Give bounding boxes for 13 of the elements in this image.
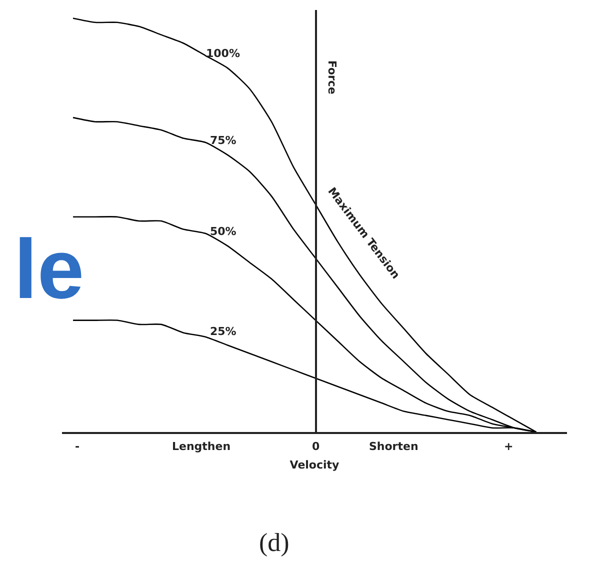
annotation: le (14, 222, 84, 316)
x-axis-title: Velocity (290, 458, 340, 472)
y-axis-title: Force (326, 60, 339, 94)
series-label: 25% (210, 325, 236, 338)
text: 0 (312, 440, 320, 453)
series-label: 50% (210, 225, 236, 238)
text: Lengthen (172, 440, 231, 453)
text: Shorten (369, 440, 418, 453)
text: (d) (259, 528, 290, 557)
text: + (504, 440, 514, 453)
series-label: 100% (206, 47, 240, 60)
series-label: 75% (210, 134, 236, 147)
text: - (75, 440, 80, 453)
